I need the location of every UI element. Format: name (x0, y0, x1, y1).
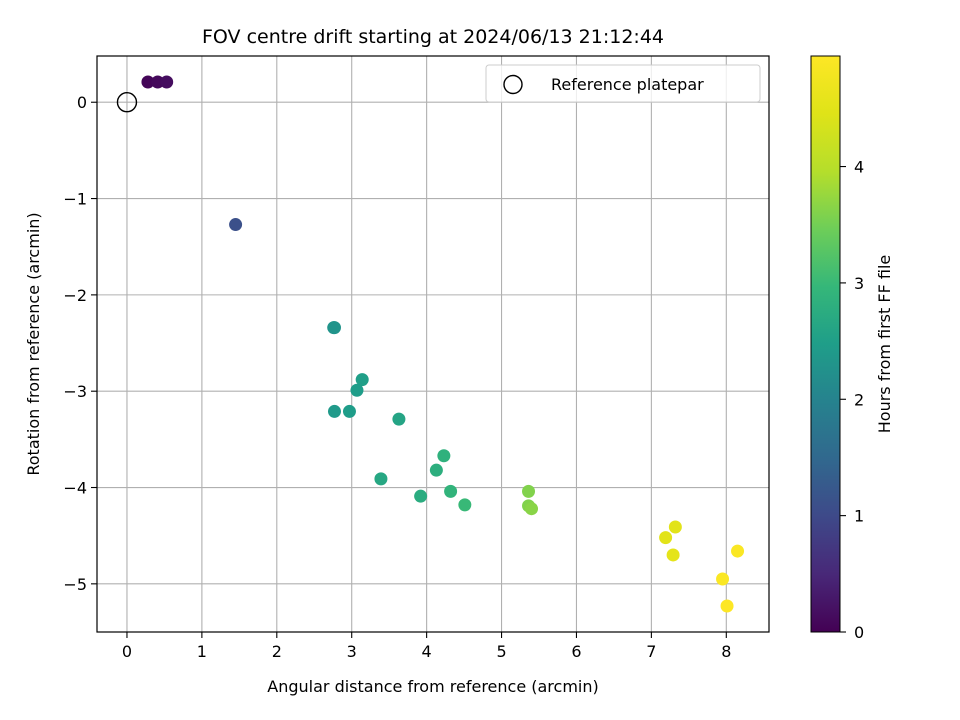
x-tick-label: 0 (122, 642, 132, 661)
plot-frame (96, 55, 770, 633)
colorbar-tick-label: 4 (854, 158, 864, 177)
colorbar-ticks: 0 1 2 3 4 (840, 158, 864, 642)
data-point (666, 548, 680, 562)
data-point (229, 218, 243, 232)
y-axis-ticks: 0 −1 −2 −3 −4 −5 (63, 93, 97, 594)
colorbar-label: Hours from first FF file (875, 255, 894, 434)
data-point (716, 572, 730, 586)
data-point (342, 404, 356, 418)
colorbar-tick-label: 1 (854, 507, 864, 526)
data-point (720, 599, 734, 613)
colorbar-tick-label: 0 (854, 623, 864, 642)
data-point (141, 75, 155, 89)
colorbar: 0 1 2 3 4 Hours from first FF file (810, 55, 894, 642)
colorbar-tick-label: 2 (854, 390, 864, 409)
x-axis-ticks: 0 1 2 3 4 5 6 7 8 (122, 632, 731, 661)
chart-title: FOV centre drift starting at 2024/06/13 … (202, 26, 664, 48)
y-tick-label: −1 (63, 190, 87, 209)
y-tick-label: −3 (63, 382, 87, 401)
data-point (327, 321, 341, 335)
grid (97, 56, 769, 632)
data-point (327, 404, 341, 418)
data-point (414, 489, 428, 503)
y-tick-label: −2 (63, 286, 87, 305)
legend: Reference platepar (485, 64, 761, 103)
data-point (350, 383, 364, 397)
x-tick-label: 7 (646, 642, 656, 661)
data-point (355, 373, 369, 387)
x-tick-label: 8 (721, 642, 731, 661)
legend-label: Reference platepar (551, 75, 704, 94)
legend-box (485, 64, 761, 103)
colorbar-tick-label: 3 (854, 274, 864, 293)
colorbar-gradient (810, 55, 841, 633)
data-point (458, 498, 472, 512)
data-points (116, 75, 745, 613)
legend-marker-icon (503, 74, 523, 95)
data-point (444, 484, 458, 498)
x-tick-label: 5 (496, 642, 506, 661)
x-tick-label: 4 (422, 642, 432, 661)
y-tick-label: −4 (63, 479, 87, 498)
data-point (659, 531, 673, 545)
x-tick-label: 1 (197, 642, 207, 661)
data-point (374, 472, 388, 486)
y-tick-label: −5 (63, 575, 87, 594)
x-tick-label: 2 (272, 642, 282, 661)
data-point (522, 484, 536, 498)
data-point (160, 75, 174, 89)
x-tick-label: 6 (571, 642, 581, 661)
data-point (151, 75, 165, 89)
reference-point-marker (116, 92, 138, 113)
data-point (731, 544, 745, 558)
y-axis-label: Rotation from reference (arcmin) (24, 212, 43, 475)
data-point (525, 502, 539, 516)
data-point (437, 449, 451, 463)
data-point (668, 520, 682, 534)
y-tick-label: 0 (77, 93, 87, 112)
data-point (429, 463, 443, 477)
x-tick-label: 3 (347, 642, 357, 661)
data-point (392, 412, 406, 426)
x-axis-label: Angular distance from reference (arcmin) (267, 677, 598, 696)
